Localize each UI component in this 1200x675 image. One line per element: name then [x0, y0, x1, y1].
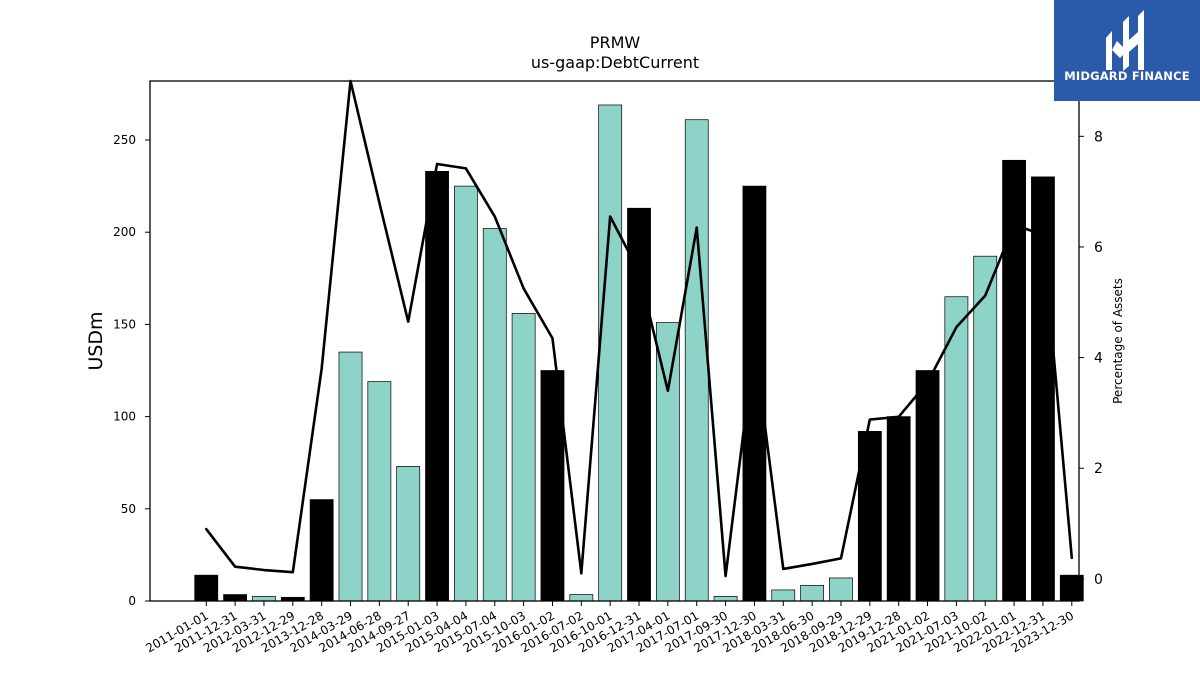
bar-2017-07-01: [684, 119, 709, 602]
bar-2021-01-02: [915, 370, 940, 602]
bar-2012-03-31: [252, 596, 276, 602]
bar-2017-09-30: [713, 596, 738, 602]
plot-frame: [149, 80, 1080, 602]
company-logo: MIDGARD FINANCE: [1054, 0, 1200, 101]
bar-2021-10-02: [973, 255, 998, 602]
chart-title: PRMW: [590, 33, 641, 52]
bar-2018-09-29: [829, 577, 853, 602]
x-axis: 2011-01-012011-12-312012-03-312012-12-29…: [143, 601, 1076, 655]
bar-2015-07-04: [482, 228, 507, 602]
chart-subtitle: us-gaap:DebtCurrent: [531, 53, 699, 72]
bar-2014-06-28: [367, 381, 392, 602]
y-tick-label: 100: [113, 410, 136, 424]
bar-2011-12-31: [223, 594, 248, 602]
y2-tick-label: 0: [1094, 572, 1103, 588]
bars-group: [194, 104, 1084, 602]
logo-text: MIDGARD FINANCE: [1064, 69, 1190, 83]
y2-axis-label: Percentage of Assets: [1111, 278, 1125, 404]
bar-2015-01-03: [425, 171, 449, 602]
midgard-m-icon: [1106, 10, 1144, 71]
y2-tick-label: 8: [1094, 129, 1103, 145]
y-tick-label: 150: [113, 317, 136, 331]
y2-tick-label: 2: [1094, 461, 1103, 477]
y-tick-label: 200: [113, 225, 136, 239]
bar-2018-03-31: [771, 589, 796, 602]
bar-2018-06-30: [800, 584, 825, 602]
bar-2016-12-31: [627, 207, 651, 602]
bar-2017-04-01: [655, 322, 680, 602]
bar-2016-07-02: [569, 594, 594, 602]
y-axis-label: USDm: [85, 311, 107, 370]
bar-2017-12-30: [742, 185, 767, 602]
bar-2016-10-01: [598, 104, 623, 602]
y2-axis: 0 2 4 6 8: [1079, 129, 1103, 588]
bar-2015-10-03: [511, 312, 536, 602]
y2-tick-label: 4: [1094, 351, 1103, 367]
y-tick-label: 50: [121, 502, 136, 516]
y-tick-label: 250: [113, 133, 136, 147]
bar-2014-03-29: [338, 351, 363, 602]
y-axis: 0 50 100 150 200 250: [113, 133, 150, 608]
bar-2019-12-28: [886, 416, 911, 602]
bar-2013-12-28: [309, 499, 334, 602]
bar-2011-01-01: [194, 574, 219, 602]
bar-2015-04-04: [454, 185, 478, 602]
bar-2014-09-27: [396, 466, 421, 602]
y-tick-label: 0: [128, 594, 136, 608]
y2-tick-label: 6: [1094, 240, 1103, 256]
